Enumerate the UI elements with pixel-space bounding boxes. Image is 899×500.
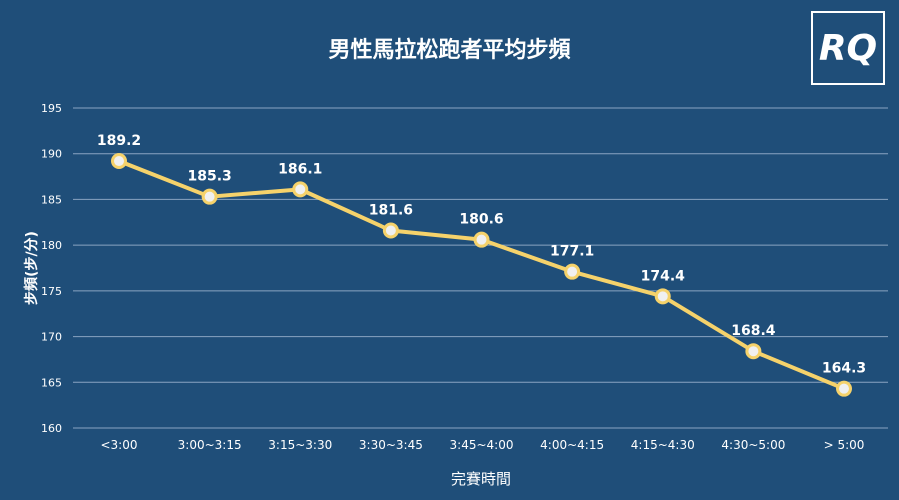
grid-layer [73,107,888,429]
data-point-marker [292,181,309,198]
y-tick-label: 160 [41,422,62,435]
x-axis-ticks: <3:00 3:00~3:15 3:15~3:30 3:30~3:45 3:45~4:0… [100,438,864,452]
x-tick-label: 4:15~4:30 [631,438,695,452]
x-tick-label: 3:45~4:00 [450,438,514,452]
series-line-layer [117,159,846,391]
x-tick-label: > 5:00 [824,438,865,452]
y-tick-label: 185 [41,193,62,206]
x-tick-label: <3:00 [100,438,137,452]
y-tick-label: 180 [41,239,62,252]
y-tick-label: 170 [41,331,62,344]
data-point-marker [564,263,581,280]
data-label-layer: 189.2 185.3 186.1 181.6 180.6 177.1 174.4 168.4… [97,133,866,377]
y-axis-ticks: 160 165 170 175 180 185 190 195 [41,102,62,435]
y-tick-label: 190 [41,148,62,161]
data-point-marker [654,288,671,305]
rq-logo: RQ [811,11,885,85]
y-tick-label: 165 [41,376,62,389]
data-label: 177.1 [550,244,594,260]
data-label: 186.1 [278,161,322,177]
data-point-marker [836,380,852,397]
x-tick-label: 3:00~3:15 [178,438,242,452]
data-label: 168.4 [731,323,776,339]
data-label: 174.4 [641,268,686,284]
data-point-marker [201,188,218,205]
data-label: 164.3 [822,361,866,377]
data-label: 181.6 [369,203,413,219]
series-line [117,159,846,391]
data-point-marker [745,343,762,360]
data-point-marker [111,153,127,170]
marker-layer [111,153,852,397]
x-tick-label: 3:30~3:45 [359,438,423,452]
data-point-marker [473,231,490,248]
y-axis-label: 步頻(步/分) [23,231,40,305]
chart-title: 男性馬拉松跑者平均步頻 [328,38,571,63]
y-tick-label: 195 [41,102,62,115]
x-axis-label: 完賽時間 [451,470,511,488]
data-label: 189.2 [97,133,141,149]
data-label: 185.3 [187,169,231,185]
x-tick-label: 4:00~4:15 [540,438,604,452]
data-label: 180.6 [459,212,503,228]
x-tick-label: 4:30~5:00 [721,438,785,452]
x-tick-label: 3:15~3:30 [268,438,332,452]
y-tick-label: 175 [41,285,62,298]
data-point-marker [382,222,399,239]
